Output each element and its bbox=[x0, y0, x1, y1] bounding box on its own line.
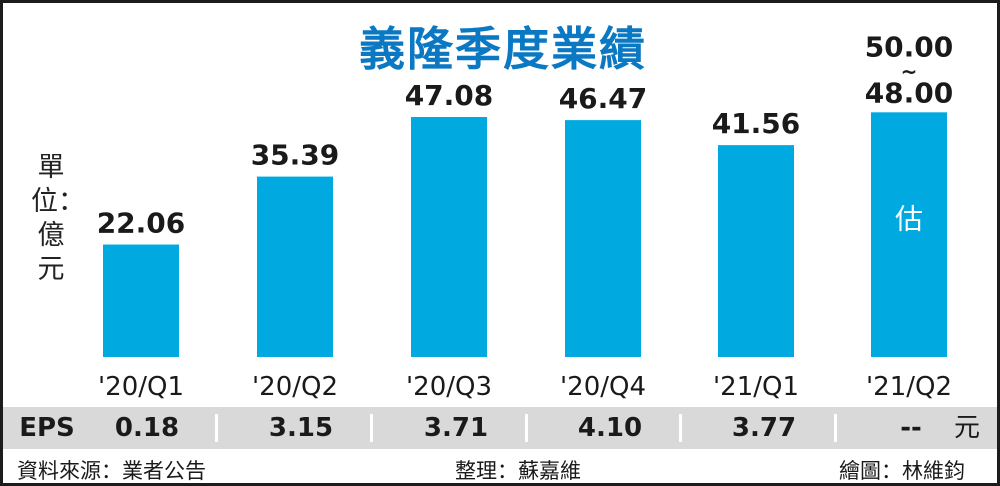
bar bbox=[565, 120, 641, 357]
editor-credit: 整理：蘇嘉維 bbox=[455, 459, 581, 483]
data-label: 47.08 bbox=[405, 79, 494, 112]
bar bbox=[411, 117, 487, 357]
eps-separator bbox=[834, 414, 837, 442]
eps-separator bbox=[370, 414, 373, 442]
data-label: 46.47 bbox=[559, 82, 648, 115]
estimate-range-mark: ~ bbox=[901, 59, 918, 83]
estimate-low-label: 48.00 bbox=[865, 76, 954, 109]
eps-value: 3.15 bbox=[268, 413, 334, 443]
eps-separator bbox=[215, 414, 218, 442]
data-label: 41.56 bbox=[712, 107, 801, 140]
artist-credit: 繪圖：林維鈞 bbox=[839, 459, 965, 483]
eps-value: 0.18 bbox=[114, 413, 180, 443]
eps-separator bbox=[525, 414, 528, 442]
data-label: 35.39 bbox=[251, 139, 340, 172]
x-tick-label: '21/Q1 bbox=[713, 372, 799, 402]
eps-value: 3.71 bbox=[423, 413, 489, 443]
eps-row: EPS 0.18 3.15 3.71 4.10 3.77 -- 元 bbox=[3, 407, 997, 449]
bar bbox=[257, 176, 333, 357]
eps-separator bbox=[679, 414, 682, 442]
footer: 資料來源：業者公告 整理：蘇嘉維 繪圖：林維鈞 bbox=[3, 451, 997, 483]
eps-unit: 元 bbox=[953, 413, 980, 443]
data-label: 22.06 bbox=[97, 207, 186, 240]
bar bbox=[871, 112, 947, 357]
bar bbox=[103, 244, 179, 357]
bar bbox=[718, 145, 794, 357]
eps-label: EPS bbox=[19, 413, 75, 443]
x-tick-label: '21/Q2 bbox=[866, 372, 952, 402]
eps-value: -- bbox=[900, 413, 922, 443]
estimate-high-label: 50.00 bbox=[865, 30, 954, 63]
chart-title: 義隆季度業績 bbox=[359, 22, 647, 76]
x-tick-label: '20/Q3 bbox=[406, 372, 492, 402]
eps-value: 4.10 bbox=[577, 413, 643, 443]
source-credit: 資料來源：業者公告 bbox=[17, 459, 206, 483]
x-tick-label: '20/Q4 bbox=[560, 372, 646, 402]
estimate-bar-text: 估 bbox=[895, 202, 923, 235]
eps-value: 3.77 bbox=[731, 413, 797, 443]
bar-chart: 22.06 '20/Q1 35.39 '20/Q2 47.08 '20/Q3 46.47 '2… bbox=[97, 30, 954, 402]
x-tick-label: '20/Q1 bbox=[98, 372, 184, 402]
x-tick-label: '20/Q2 bbox=[252, 372, 338, 402]
